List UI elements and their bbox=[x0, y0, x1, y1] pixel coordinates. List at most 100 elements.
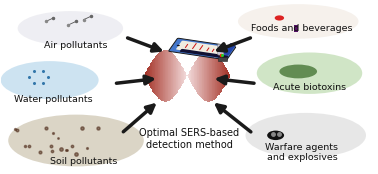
Polygon shape bbox=[200, 54, 201, 97]
Polygon shape bbox=[213, 51, 214, 100]
Polygon shape bbox=[204, 51, 205, 101]
Polygon shape bbox=[159, 52, 160, 99]
Polygon shape bbox=[212, 51, 213, 101]
Polygon shape bbox=[147, 68, 148, 83]
Text: Soil pollutants: Soil pollutants bbox=[50, 157, 117, 166]
Text: Optimal SERS-based
detection method: Optimal SERS-based detection method bbox=[139, 128, 239, 150]
Polygon shape bbox=[205, 51, 206, 101]
Ellipse shape bbox=[177, 45, 180, 46]
Polygon shape bbox=[171, 52, 172, 99]
Polygon shape bbox=[202, 52, 203, 99]
Polygon shape bbox=[224, 65, 225, 87]
Polygon shape bbox=[162, 51, 163, 101]
Polygon shape bbox=[153, 59, 154, 93]
Polygon shape bbox=[152, 60, 153, 92]
Polygon shape bbox=[228, 72, 229, 79]
Polygon shape bbox=[207, 50, 208, 102]
Polygon shape bbox=[191, 67, 192, 84]
Polygon shape bbox=[197, 58, 198, 94]
Polygon shape bbox=[196, 60, 197, 92]
FancyBboxPatch shape bbox=[218, 44, 224, 55]
Polygon shape bbox=[187, 75, 188, 76]
FancyBboxPatch shape bbox=[176, 41, 225, 56]
Polygon shape bbox=[174, 55, 175, 96]
Polygon shape bbox=[230, 75, 231, 76]
Polygon shape bbox=[189, 71, 190, 81]
Ellipse shape bbox=[267, 130, 284, 140]
Polygon shape bbox=[144, 74, 145, 78]
Polygon shape bbox=[229, 74, 230, 78]
Ellipse shape bbox=[275, 15, 284, 21]
Polygon shape bbox=[165, 50, 166, 102]
Polygon shape bbox=[206, 50, 207, 101]
FancyBboxPatch shape bbox=[169, 38, 235, 60]
Polygon shape bbox=[188, 74, 189, 78]
FancyBboxPatch shape bbox=[223, 43, 236, 55]
Polygon shape bbox=[156, 55, 157, 96]
Polygon shape bbox=[201, 53, 202, 98]
Polygon shape bbox=[195, 61, 196, 90]
Bar bbox=[218, 57, 227, 61]
Polygon shape bbox=[155, 56, 156, 96]
Polygon shape bbox=[214, 52, 215, 100]
Polygon shape bbox=[154, 58, 155, 94]
Polygon shape bbox=[161, 51, 162, 101]
Polygon shape bbox=[210, 50, 211, 101]
Polygon shape bbox=[209, 50, 210, 102]
Polygon shape bbox=[157, 54, 158, 97]
Ellipse shape bbox=[257, 53, 362, 94]
Polygon shape bbox=[163, 50, 164, 101]
Polygon shape bbox=[180, 64, 181, 88]
Polygon shape bbox=[166, 50, 167, 102]
Polygon shape bbox=[218, 56, 219, 96]
Polygon shape bbox=[192, 66, 193, 86]
Ellipse shape bbox=[279, 65, 317, 78]
Ellipse shape bbox=[245, 113, 366, 158]
Polygon shape bbox=[193, 65, 194, 87]
Polygon shape bbox=[226, 68, 227, 83]
Text: Water pollutants: Water pollutants bbox=[14, 95, 93, 104]
Ellipse shape bbox=[18, 11, 123, 46]
Polygon shape bbox=[177, 59, 178, 93]
Text: Foods and beverages: Foods and beverages bbox=[251, 24, 353, 33]
Polygon shape bbox=[181, 66, 182, 86]
Polygon shape bbox=[170, 52, 171, 100]
Polygon shape bbox=[216, 54, 217, 98]
Polygon shape bbox=[225, 67, 226, 84]
Polygon shape bbox=[219, 57, 220, 94]
Polygon shape bbox=[217, 55, 218, 96]
Polygon shape bbox=[150, 64, 151, 88]
Polygon shape bbox=[182, 67, 183, 84]
Polygon shape bbox=[222, 61, 223, 90]
FancyBboxPatch shape bbox=[180, 49, 228, 59]
Polygon shape bbox=[172, 53, 173, 98]
Polygon shape bbox=[175, 57, 176, 94]
Polygon shape bbox=[208, 50, 209, 102]
Polygon shape bbox=[223, 64, 224, 88]
Polygon shape bbox=[145, 72, 146, 79]
Polygon shape bbox=[184, 71, 185, 81]
Text: Air pollutants: Air pollutants bbox=[44, 41, 108, 50]
Polygon shape bbox=[185, 72, 186, 79]
Polygon shape bbox=[160, 51, 161, 100]
Polygon shape bbox=[169, 51, 170, 101]
Polygon shape bbox=[220, 59, 221, 93]
Polygon shape bbox=[221, 60, 222, 92]
Text: Warfare agents
and explosives: Warfare agents and explosives bbox=[265, 143, 338, 162]
Polygon shape bbox=[148, 67, 149, 84]
Polygon shape bbox=[158, 53, 159, 98]
Polygon shape bbox=[167, 50, 168, 101]
Ellipse shape bbox=[238, 4, 358, 39]
Polygon shape bbox=[146, 71, 147, 81]
Polygon shape bbox=[168, 51, 169, 101]
Polygon shape bbox=[176, 58, 177, 94]
Polygon shape bbox=[183, 70, 184, 82]
Polygon shape bbox=[164, 50, 165, 102]
Polygon shape bbox=[199, 55, 200, 96]
Polygon shape bbox=[190, 70, 191, 82]
Polygon shape bbox=[151, 62, 152, 89]
Polygon shape bbox=[149, 66, 150, 86]
Polygon shape bbox=[227, 70, 228, 82]
Polygon shape bbox=[179, 62, 180, 89]
Polygon shape bbox=[203, 52, 204, 100]
